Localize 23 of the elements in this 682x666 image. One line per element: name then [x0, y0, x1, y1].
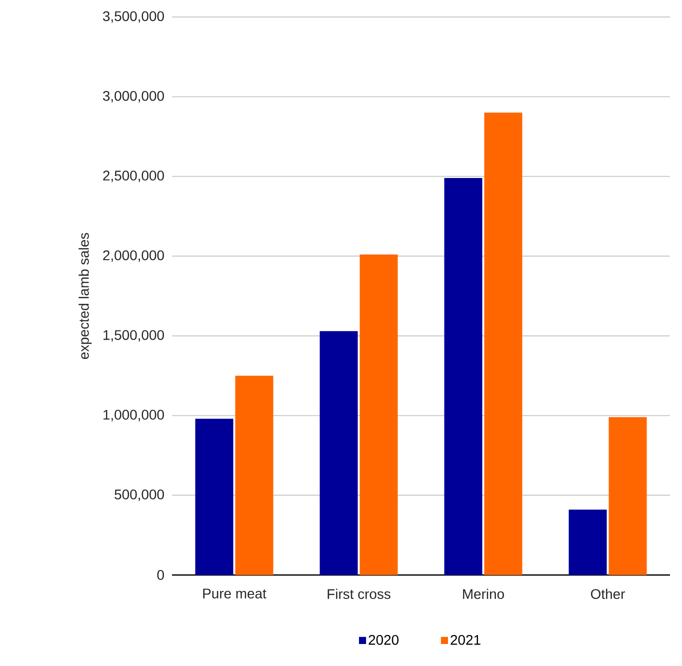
legend-label: 2020 — [368, 634, 399, 645]
bar — [568, 510, 607, 575]
bar — [608, 417, 647, 575]
y-axis-title: expected lamb sales — [78, 232, 92, 359]
y-tick-label: 3,000,000 — [102, 90, 164, 102]
bar — [484, 112, 522, 575]
x-tick-label: First cross — [328, 588, 390, 599]
legend-label: 2021 — [450, 634, 480, 645]
bar — [195, 418, 234, 575]
y-tick-label: 3,500,000 — [102, 11, 164, 23]
x-tick-label: Pure meat — [203, 588, 266, 598]
bar — [360, 254, 398, 575]
bar — [444, 178, 482, 575]
bar — [235, 376, 274, 575]
y-tick-label: 2,500,000 — [103, 170, 164, 182]
y-tick-label: 500,000 — [114, 490, 164, 502]
x-tick-label: Other — [590, 588, 625, 599]
y-tick-label: 2,000,000 — [103, 250, 164, 262]
y-tick-label: 0 — [157, 570, 164, 580]
y-tick-label: 1,500,000 — [104, 330, 164, 342]
bar — [320, 331, 358, 575]
x-tick-label: Merino — [463, 588, 504, 599]
y-tick-label: 1,000,000 — [104, 410, 164, 422]
